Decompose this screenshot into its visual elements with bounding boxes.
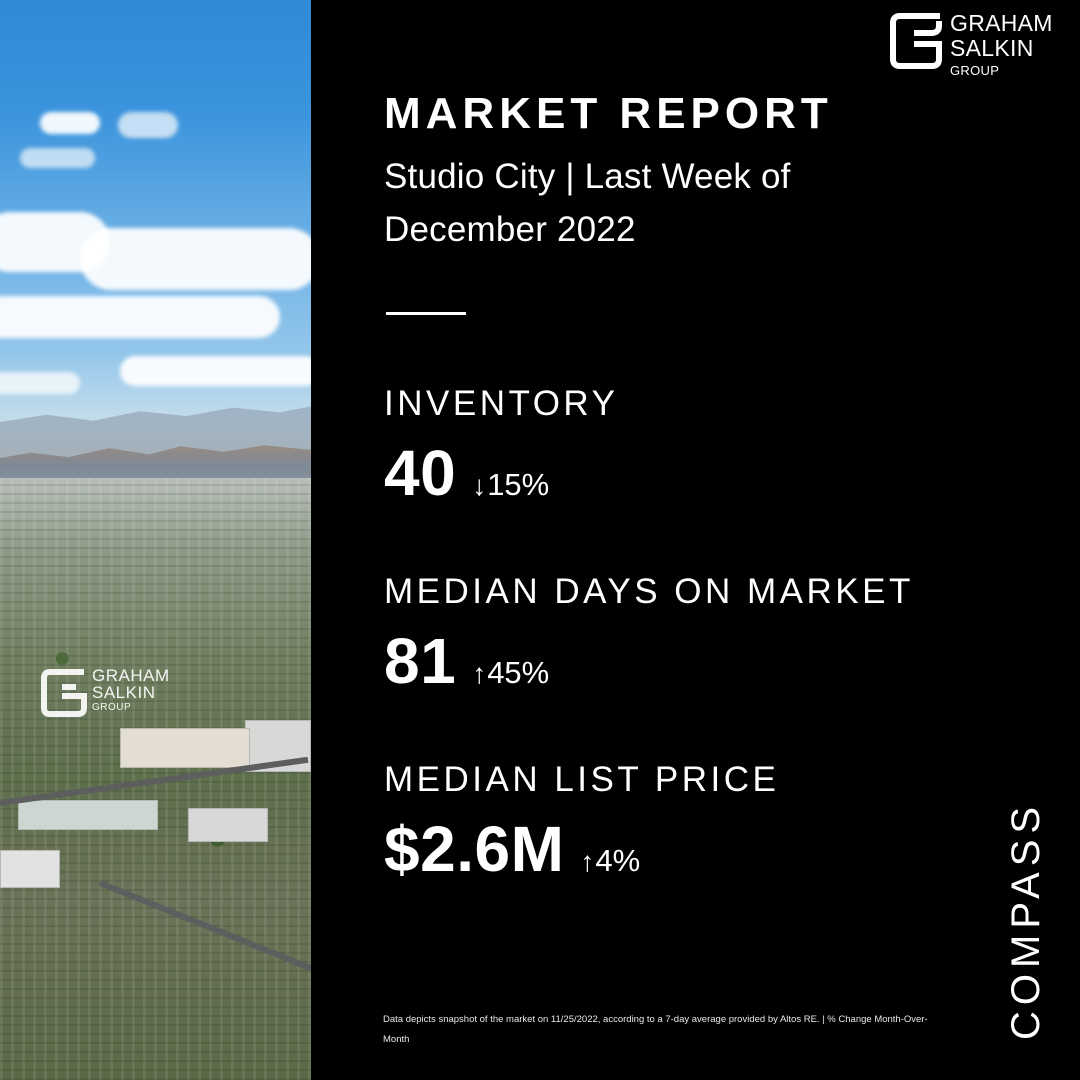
- cloud: [80, 228, 311, 290]
- cloud: [118, 112, 178, 138]
- watermark-line-3: GROUP: [92, 702, 132, 713]
- building: [18, 800, 158, 830]
- graham-salkin-logo: GRAHAM SALKIN GROUP: [888, 10, 1053, 77]
- gs-monogram-icon: [890, 13, 942, 69]
- arrow-down-icon: ↓: [472, 470, 487, 501]
- building: [188, 808, 268, 842]
- report-title: MARKET REPORT: [384, 89, 833, 138]
- metric-value: 81: [384, 625, 457, 697]
- metric-change-value: 45%: [487, 655, 550, 690]
- data-source-footnote: Data depicts snapshot of the market on 1…: [383, 1014, 928, 1045]
- metric-change-value: 4%: [595, 843, 641, 878]
- building: [120, 728, 250, 768]
- compass-logo: COMPASS: [1004, 800, 1048, 1040]
- watermark-line-1: GRAHAM: [92, 666, 170, 685]
- cloud: [0, 296, 280, 338]
- arrow-up-icon: ↑: [472, 658, 487, 689]
- metric-change: ↑ 4%: [580, 845, 640, 876]
- metric-change: ↓ 15%: [472, 469, 549, 500]
- divider: [386, 312, 466, 315]
- metric-label: MEDIAN LIST PRICE: [384, 760, 780, 799]
- cloud: [40, 112, 100, 134]
- report-subtitle: Studio City | Last Week of December 2022: [384, 157, 791, 249]
- brand-line-2: SALKIN: [950, 35, 1034, 61]
- cloud: [0, 372, 80, 394]
- metric-value: $2.6M: [384, 813, 565, 885]
- building: [0, 850, 60, 888]
- hero-photo: GRAHAM SALKIN GROUP: [0, 0, 311, 1080]
- metric-median-days-on-market: MEDIAN DAYS ON MARKET 81 ↑ 45%: [384, 574, 914, 693]
- brand-line-3: GROUP: [950, 63, 1000, 78]
- brand-line-1: GRAHAM: [950, 10, 1053, 36]
- metric-value: 40: [384, 437, 457, 509]
- cloud: [20, 148, 95, 168]
- metric-median-list-price: MEDIAN LIST PRICE $2.6M ↑ 4%: [384, 762, 779, 881]
- metric-inventory: INVENTORY 40 ↓ 15%: [384, 386, 618, 505]
- photo-watermark-logo: GRAHAM SALKIN GROUP: [40, 667, 170, 719]
- arrow-up-icon: ↑: [580, 846, 595, 877]
- metric-label: MEDIAN DAYS ON MARKET: [384, 572, 914, 611]
- metric-change: ↑ 45%: [472, 657, 549, 688]
- gs-monogram-icon: [41, 669, 87, 717]
- metric-label: INVENTORY: [384, 384, 619, 423]
- metric-change-value: 15%: [487, 467, 550, 502]
- cloud: [120, 356, 311, 386]
- watermark-line-2: SALKIN: [92, 683, 156, 702]
